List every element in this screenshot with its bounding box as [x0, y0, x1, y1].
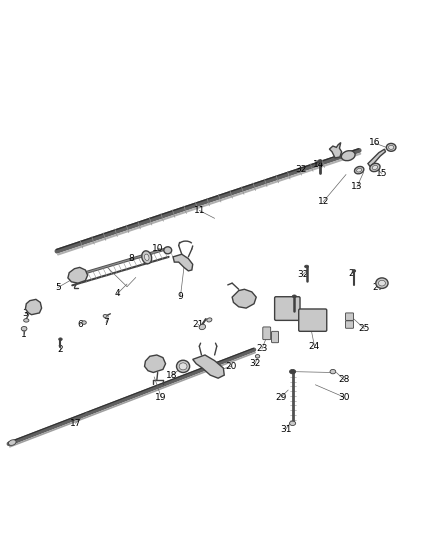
Ellipse shape — [142, 251, 152, 264]
Polygon shape — [68, 268, 88, 283]
FancyBboxPatch shape — [275, 297, 300, 320]
Text: 2: 2 — [349, 269, 354, 278]
Polygon shape — [193, 355, 224, 378]
Ellipse shape — [354, 166, 364, 174]
Text: 14: 14 — [313, 160, 325, 169]
Ellipse shape — [21, 327, 27, 331]
Text: 5: 5 — [55, 283, 61, 292]
Polygon shape — [25, 300, 42, 314]
Text: 22: 22 — [236, 294, 247, 303]
Ellipse shape — [318, 160, 322, 163]
Text: 4: 4 — [115, 289, 120, 298]
Text: 2: 2 — [58, 345, 63, 354]
Ellipse shape — [82, 321, 86, 324]
Ellipse shape — [255, 354, 260, 358]
Text: 16: 16 — [369, 139, 380, 148]
Text: 13: 13 — [351, 182, 363, 191]
Ellipse shape — [352, 270, 356, 272]
Text: 25: 25 — [359, 324, 370, 333]
Text: 7: 7 — [103, 318, 109, 327]
Ellipse shape — [177, 360, 190, 373]
Text: 26: 26 — [283, 301, 295, 310]
Text: 21: 21 — [192, 320, 204, 329]
Ellipse shape — [290, 421, 296, 425]
FancyBboxPatch shape — [272, 332, 279, 343]
Ellipse shape — [8, 440, 16, 446]
Polygon shape — [329, 142, 342, 158]
Ellipse shape — [389, 146, 394, 149]
Ellipse shape — [357, 168, 362, 172]
Ellipse shape — [164, 247, 172, 254]
Ellipse shape — [290, 369, 296, 374]
Ellipse shape — [59, 338, 62, 341]
Polygon shape — [232, 289, 256, 308]
Ellipse shape — [103, 314, 107, 318]
Ellipse shape — [341, 151, 355, 160]
FancyBboxPatch shape — [346, 313, 353, 320]
Ellipse shape — [372, 165, 378, 169]
FancyBboxPatch shape — [263, 327, 271, 340]
Text: 30: 30 — [338, 392, 350, 401]
Ellipse shape — [199, 324, 205, 329]
Text: 24: 24 — [309, 342, 320, 351]
Text: 32: 32 — [296, 165, 307, 174]
Text: 3: 3 — [22, 309, 28, 318]
Ellipse shape — [378, 280, 385, 286]
Ellipse shape — [24, 319, 29, 322]
Ellipse shape — [370, 164, 380, 172]
Text: 8: 8 — [128, 254, 134, 263]
Text: 17: 17 — [70, 419, 81, 428]
Text: 18: 18 — [166, 370, 177, 379]
Ellipse shape — [179, 363, 187, 370]
Polygon shape — [173, 254, 193, 271]
Text: 9: 9 — [177, 292, 184, 301]
Text: 1: 1 — [21, 330, 27, 339]
Text: 6: 6 — [77, 320, 83, 329]
Polygon shape — [145, 355, 166, 373]
Ellipse shape — [145, 254, 149, 261]
Ellipse shape — [330, 369, 336, 374]
Ellipse shape — [386, 143, 396, 151]
Text: 19: 19 — [155, 392, 167, 401]
Ellipse shape — [293, 295, 296, 297]
Text: 27: 27 — [372, 283, 383, 292]
Text: 29: 29 — [276, 392, 287, 401]
Polygon shape — [368, 149, 385, 167]
Text: 15: 15 — [376, 169, 388, 178]
Text: 12: 12 — [318, 197, 329, 206]
Text: 10: 10 — [152, 244, 163, 253]
Text: 20: 20 — [226, 362, 237, 371]
Text: 32: 32 — [297, 270, 309, 279]
FancyBboxPatch shape — [299, 309, 327, 332]
Ellipse shape — [207, 318, 212, 322]
Text: 11: 11 — [194, 206, 205, 215]
Text: 32: 32 — [249, 359, 261, 368]
Ellipse shape — [304, 265, 308, 268]
Text: 28: 28 — [338, 375, 350, 384]
Ellipse shape — [376, 278, 388, 288]
Text: 31: 31 — [280, 425, 291, 434]
FancyBboxPatch shape — [346, 321, 353, 328]
Text: 23: 23 — [256, 344, 268, 353]
